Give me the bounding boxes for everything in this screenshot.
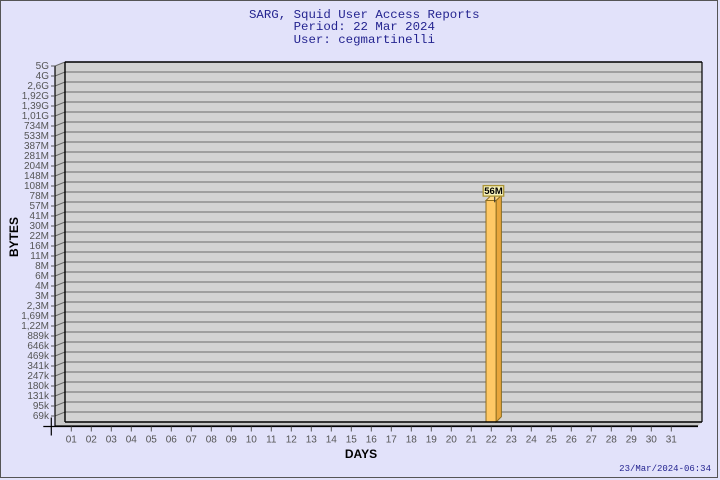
svg-text:69k: 69k: [33, 411, 50, 422]
svg-text:06: 06: [166, 435, 178, 446]
svg-text:07: 07: [186, 435, 198, 446]
svg-text:24: 24: [526, 435, 538, 446]
svg-text:20: 20: [446, 435, 458, 446]
svg-text:28: 28: [606, 435, 618, 446]
svg-text:03: 03: [106, 435, 118, 446]
svg-text:09: 09: [226, 435, 238, 446]
svg-text:15: 15: [346, 435, 358, 446]
svg-text:14: 14: [326, 435, 338, 446]
svg-text:08: 08: [206, 435, 218, 446]
svg-text:22: 22: [486, 435, 498, 446]
svg-text:31: 31: [666, 435, 678, 446]
svg-text:19: 19: [426, 435, 438, 446]
svg-text:27: 27: [586, 435, 598, 446]
svg-text:17: 17: [386, 435, 398, 446]
svg-text:01: 01: [66, 435, 78, 446]
svg-text:56M: 56M: [484, 186, 503, 197]
svg-text:23: 23: [506, 435, 518, 446]
svg-text:13: 13: [306, 435, 318, 446]
svg-text:26: 26: [566, 435, 578, 446]
svg-text:16: 16: [366, 435, 378, 446]
svg-text:04: 04: [126, 435, 138, 446]
svg-text:10: 10: [246, 435, 258, 446]
svg-text:05: 05: [146, 435, 158, 446]
svg-text:21: 21: [466, 435, 478, 446]
svg-text:29: 29: [626, 435, 638, 446]
svg-text:30: 30: [646, 435, 658, 446]
svg-text:12: 12: [286, 435, 298, 446]
svg-text:11: 11: [266, 435, 277, 446]
svg-text:02: 02: [86, 435, 98, 446]
svg-text:18: 18: [406, 435, 418, 446]
svg-text:25: 25: [546, 435, 558, 446]
